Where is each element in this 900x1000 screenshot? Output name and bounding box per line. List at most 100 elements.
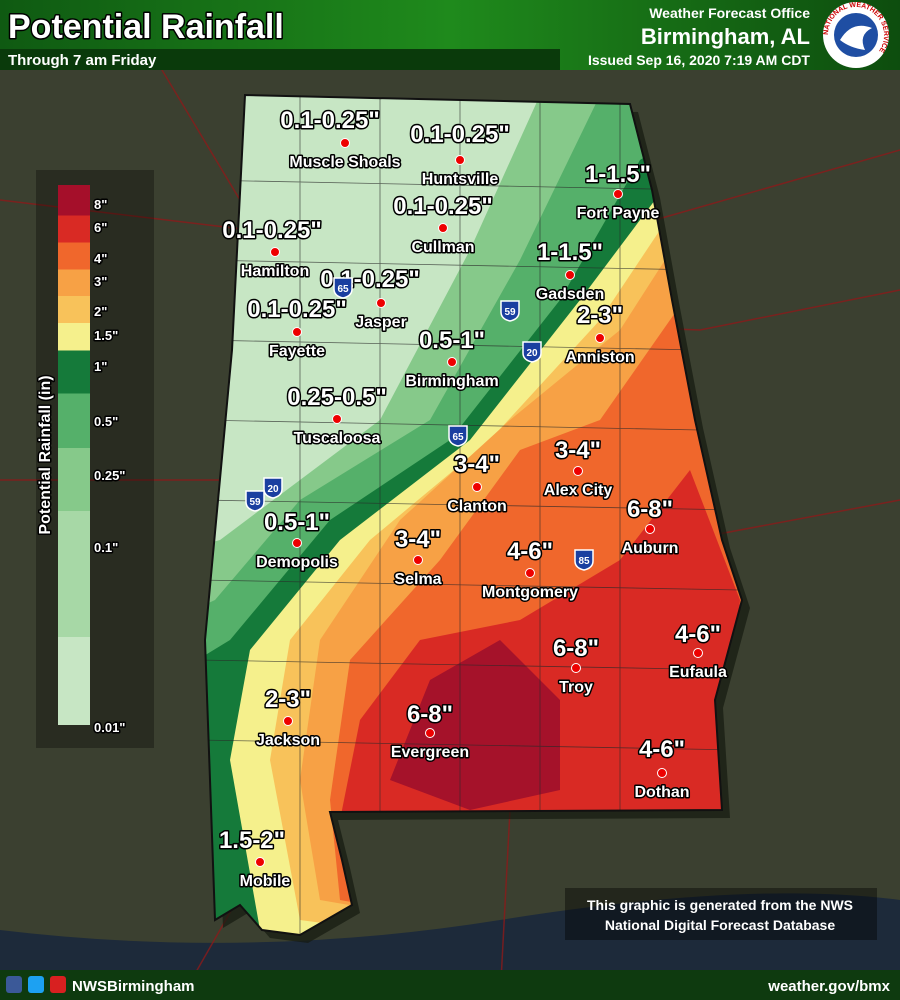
rainfall-range: 6-8" — [627, 496, 673, 523]
city-name: Huntsville — [422, 171, 499, 188]
county-lines — [205, 95, 741, 935]
city-name: Cullman — [411, 239, 474, 256]
city-name: Troy — [559, 679, 593, 696]
legend-label: 0.25" — [94, 468, 125, 483]
legend-label: 6" — [94, 220, 107, 235]
legend-swatch — [58, 350, 90, 394]
city-dot — [571, 663, 581, 673]
legend-label: 1.5" — [94, 328, 118, 343]
legend-swatch — [58, 393, 90, 448]
rainfall-range: 4-6" — [639, 736, 685, 763]
legend-label: 4" — [94, 251, 107, 266]
legend-box — [36, 170, 154, 748]
cities: 0.1-0.25" Muscle Shoals 0.1-0.25" Huntsvill… — [217, 106, 728, 892]
rainfall-range: 0.5-1" — [264, 509, 330, 536]
interstate-shield — [333, 277, 353, 299]
band-dark — [390, 640, 560, 810]
issued: Issued Sep 16, 2020 7:19 AM CDT — [588, 52, 810, 68]
rainfall-range: 4-6" — [675, 621, 721, 648]
city-name: Muscle Shoals — [289, 154, 400, 171]
interstate-number: 20 — [526, 348, 538, 359]
interstate-number: 20 — [267, 484, 279, 495]
city-name: Alex City — [544, 482, 613, 499]
city-dot — [455, 155, 465, 165]
office-line: Weather Forecast Office — [649, 5, 810, 21]
interstates: 65 59 20 65 20 59 85 — [245, 277, 594, 571]
url: weather.gov/bmx — [767, 978, 890, 995]
city-dot — [425, 728, 435, 738]
footer-bar — [0, 970, 900, 1000]
city-name: Clanton — [447, 498, 507, 515]
city-name: Anniston — [565, 349, 634, 366]
legend-swatch — [58, 637, 90, 725]
city-name: Hamilton — [241, 263, 309, 280]
rainfall-range: 0.25-0.5" — [287, 384, 386, 411]
interstate-shield — [522, 341, 542, 363]
interstate-number: 65 — [452, 432, 464, 443]
city-dot — [332, 414, 342, 424]
city-dot — [270, 247, 280, 257]
city-name: Demopolis — [256, 554, 338, 571]
city-dot — [292, 538, 302, 548]
rainfall-range: 0.1-0.25" — [222, 217, 321, 244]
city-name: Mobile — [240, 873, 291, 890]
city-name: Fayette — [269, 343, 325, 360]
title: Potential Rainfall — [8, 8, 284, 46]
city-name: Jasper — [355, 314, 407, 331]
rainfall-range: 3-4" — [454, 451, 500, 478]
legend-label: 8" — [94, 197, 107, 212]
legend-label: 1" — [94, 359, 107, 374]
city-dot — [565, 270, 575, 280]
city-name: Montgomery — [482, 584, 578, 601]
rainfall-range: 0.5-1" — [419, 327, 485, 354]
rainfall-range: 4-6" — [507, 538, 553, 565]
interstate-number: 85 — [578, 556, 590, 567]
logo-cloud — [840, 25, 872, 50]
twitter-icon — [28, 976, 44, 993]
city-dot — [283, 716, 293, 726]
rainfall-range: 6-8" — [407, 701, 453, 728]
legend-label: 0.01" — [94, 720, 125, 735]
note-box — [565, 888, 877, 940]
legend-swatch — [58, 323, 90, 351]
interstate-shield — [245, 490, 265, 512]
city-dot — [525, 568, 535, 578]
city-dot — [645, 524, 655, 534]
youtube-icon — [50, 976, 66, 993]
rainfall-range: 6-8" — [553, 635, 599, 662]
city-dot — [255, 857, 265, 867]
city-name: Birmingham — [405, 373, 498, 390]
city-name: Fort Payne — [577, 205, 660, 222]
city-dot — [613, 189, 623, 199]
rainfall-range: 1.5-2" — [219, 827, 285, 854]
city-name: Dothan — [634, 784, 689, 801]
legend-title: Potential Rainfall (in) — [37, 375, 54, 534]
interstate-shield — [574, 549, 594, 571]
city-dot — [472, 482, 482, 492]
city-dot — [438, 223, 448, 233]
legend-label: 3" — [94, 274, 107, 289]
facebook-icon — [6, 976, 22, 993]
social-handle: NWSBirmingham — [72, 978, 195, 995]
city-dot — [292, 327, 302, 337]
interstate-number: 59 — [249, 497, 261, 508]
city-name: Gadsden — [536, 286, 604, 303]
interstate-shield — [448, 425, 468, 447]
legend-swatch — [58, 242, 90, 270]
legend-swatch — [58, 185, 90, 216]
rainfall-range: 1-1.5" — [585, 161, 651, 188]
rainfall-range: 0.1-0.25" — [247, 296, 346, 323]
legend-swatch — [58, 296, 90, 323]
rainfall-range: 2-3" — [265, 686, 311, 713]
legend-label: 0.5" — [94, 414, 118, 429]
legend-label: 2" — [94, 304, 107, 319]
legend: Potential Rainfall (in) 8" 6" 4" 3" 2" 1.5" 1"… — [36, 170, 154, 748]
city-dot — [413, 555, 423, 565]
city-name: Tuscaloosa — [294, 430, 381, 447]
legend-swatch — [58, 448, 90, 511]
legend-swatch — [58, 215, 90, 243]
city-dot — [657, 768, 667, 778]
nws-logo: NATIONAL WEATHER SERVICE — [823, 2, 889, 68]
city-name: Jackson — [256, 732, 320, 749]
